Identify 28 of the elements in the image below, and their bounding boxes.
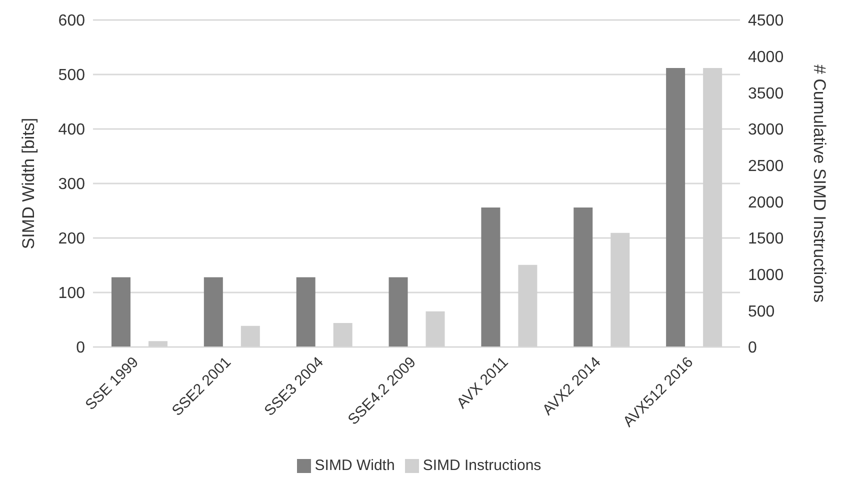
y2-tick-label: 2000 [748, 194, 784, 212]
bar [204, 277, 223, 347]
y2-tick-label: 3000 [748, 122, 784, 139]
y-tick-label: 500 [58, 67, 86, 84]
y-tick-label: 100 [58, 285, 86, 302]
y2-tick-label: 1000 [748, 267, 784, 284]
y-tick-label: 400 [58, 122, 86, 139]
y2-tick-label: 500 [748, 303, 775, 320]
bar [666, 68, 686, 347]
y2-axis-title: # Cumulative SIMD Instructions [810, 64, 829, 303]
y2-tick-label: 4000 [748, 49, 784, 66]
y2-tick-label: 0 [748, 340, 757, 357]
y-tick-label: 200 [58, 230, 86, 248]
bar [296, 277, 316, 347]
legend-label: SIMD Width [314, 457, 395, 474]
bar [481, 207, 500, 347]
bar [574, 207, 593, 347]
y2-tick-label: 3500 [748, 85, 784, 102]
y-tick-label: 0 [76, 340, 86, 357]
y-tick-label: 300 [58, 176, 86, 194]
y2-tick-label: 2500 [748, 158, 784, 176]
y-axis-title: SIMD Width [bits] [19, 118, 38, 250]
bar [388, 277, 408, 347]
legend-label: SIMD Instructions [422, 457, 542, 474]
y-tick-label: 600 [58, 12, 86, 30]
bar [111, 277, 130, 347]
y2-tick-label: 1500 [748, 230, 784, 248]
y2-tick-label: 4500 [748, 12, 784, 30]
